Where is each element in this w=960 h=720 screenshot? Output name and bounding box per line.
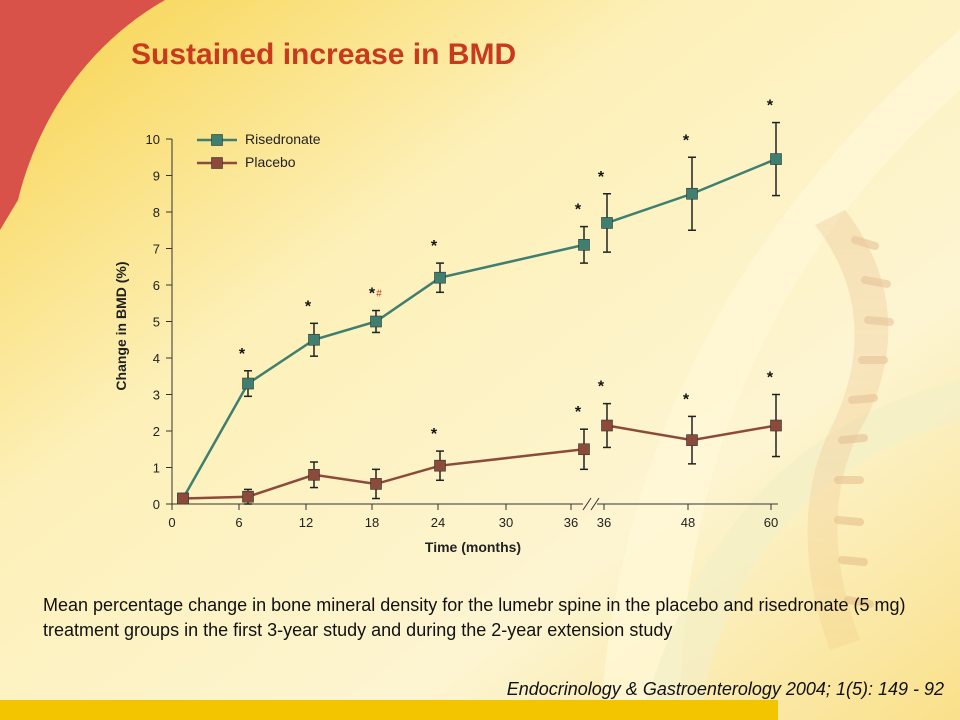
y-axis: 0 1 2 3 4 5 6 7 8 9 10 bbox=[146, 132, 173, 512]
x-tick-label: 36 bbox=[564, 515, 578, 530]
data-point-marker bbox=[686, 434, 698, 446]
x-tick-label: 18 bbox=[365, 515, 379, 530]
data-point-marker bbox=[601, 217, 613, 229]
x-tick-label: 60 bbox=[764, 515, 778, 530]
data-point-marker bbox=[370, 478, 382, 490]
y-tick-label: 2 bbox=[153, 424, 160, 439]
legend-marker bbox=[211, 134, 223, 146]
data-point-marker bbox=[370, 315, 382, 328]
y-tick-label: 3 bbox=[153, 388, 160, 403]
series-line bbox=[181, 243, 585, 500]
y-tick-label: 0 bbox=[153, 497, 160, 512]
legend-label: Placebo bbox=[245, 154, 296, 170]
data-point-marker bbox=[578, 443, 590, 456]
significance-asterisk: * bbox=[239, 346, 246, 363]
y-tick-label: 4 bbox=[153, 351, 160, 366]
legend-label: Risedronate bbox=[245, 131, 321, 147]
data-point-marker bbox=[242, 377, 254, 390]
legend-marker bbox=[211, 157, 223, 169]
x-tick-label: 36 bbox=[597, 515, 611, 530]
y-tick-label: 10 bbox=[146, 132, 160, 147]
data-point-marker bbox=[242, 490, 254, 503]
spine-illustration bbox=[807, 210, 894, 650]
data-point-marker bbox=[434, 271, 446, 284]
x-tick-label: 0 bbox=[168, 515, 175, 530]
figure-caption: Mean percentage change in bone mineral d… bbox=[43, 595, 906, 640]
significance-asterisk: * bbox=[598, 379, 605, 396]
series-risedronate: *** #***** bbox=[177, 98, 782, 505]
data-point-marker bbox=[578, 239, 590, 251]
y-tick-label: 1 bbox=[153, 461, 160, 476]
significance-asterisk: * bbox=[575, 404, 582, 421]
x-tick-label: 24 bbox=[431, 515, 445, 530]
data-point-marker bbox=[770, 419, 782, 432]
significance-asterisk: * bbox=[683, 132, 690, 149]
data-point-marker bbox=[177, 492, 189, 505]
data-point-marker bbox=[308, 468, 320, 481]
y-axis-label: Change in BMD (%) bbox=[113, 261, 129, 390]
significance-asterisk: * bbox=[767, 98, 774, 115]
significance-asterisk: * bbox=[431, 238, 438, 255]
y-tick-label: 7 bbox=[153, 242, 160, 257]
y-tick-label: 5 bbox=[153, 315, 160, 330]
chart-legend: Risedronate Placebo bbox=[197, 131, 321, 170]
significance-asterisk: * bbox=[575, 202, 582, 219]
citation: Endocrinology & Gastroenterology 2004; 1… bbox=[506, 679, 944, 699]
data-point-marker bbox=[434, 459, 446, 472]
background-swoosh-band bbox=[640, 380, 960, 720]
significance-asterisk: * bbox=[598, 169, 605, 186]
y-tick-label: 6 bbox=[153, 278, 160, 293]
slide-title: Sustained increase in BMD bbox=[131, 38, 517, 71]
series-layer: *** #********** bbox=[177, 98, 782, 505]
significance-asterisk: * bbox=[683, 391, 690, 408]
significance-hash: # bbox=[376, 289, 382, 300]
significance-asterisk: * bbox=[431, 426, 438, 443]
corner-red-swoosh bbox=[0, 0, 165, 230]
data-point-marker bbox=[601, 419, 613, 432]
legend-item-placebo: Placebo bbox=[197, 154, 296, 170]
data-point-marker bbox=[308, 333, 320, 346]
axis-break-mark bbox=[590, 497, 600, 511]
x-tick-label: 12 bbox=[299, 515, 313, 530]
series-placebo: * * * * * bbox=[177, 370, 782, 505]
x-tick-label: 30 bbox=[499, 515, 513, 530]
axis-break-mark bbox=[582, 497, 592, 511]
x-tick-label: 48 bbox=[681, 515, 695, 530]
x-axis: 0 6 12 18 24 30 36 36 48 60 bbox=[168, 497, 778, 530]
y-tick-label: 9 bbox=[153, 169, 160, 184]
legend-item-risedronate: Risedronate bbox=[197, 131, 321, 147]
significance-asterisk: * bbox=[305, 298, 312, 315]
data-point-marker bbox=[770, 153, 782, 165]
significance-asterisk: * bbox=[767, 370, 774, 387]
x-axis-label: Time (months) bbox=[425, 539, 521, 555]
x-tick-label: 6 bbox=[235, 515, 242, 530]
data-point-marker bbox=[686, 187, 698, 200]
significance-asterisk: * bbox=[369, 286, 376, 303]
series-line bbox=[182, 448, 585, 500]
y-tick-label: 8 bbox=[153, 205, 160, 220]
background-swoosh bbox=[600, 30, 960, 720]
bottom-accent-bar bbox=[0, 700, 778, 720]
